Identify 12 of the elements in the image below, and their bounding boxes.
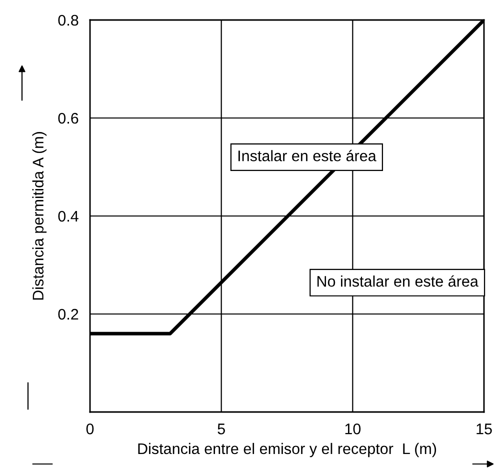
x-axis-title: Distancia entre el emisor y el receptor L (m): [138, 442, 436, 458]
x-tick-label: 0: [86, 424, 94, 434]
annotation: No instalar en este área: [317, 275, 478, 287]
x-tick-label: 5: [218, 424, 225, 434]
y-tick-label: 0.8: [58, 14, 78, 26]
x-tick-label: 10: [345, 424, 361, 434]
annotation: Instalar en este área: [238, 150, 376, 162]
y-axis-title: Distancia permitida A (m): [32, 132, 47, 300]
y-tick-label: 0.6: [58, 112, 78, 124]
x-tick-label: 15: [476, 424, 492, 434]
y-tick-label: 0.4: [58, 210, 78, 222]
y-tick-label: 0.2: [58, 308, 78, 320]
